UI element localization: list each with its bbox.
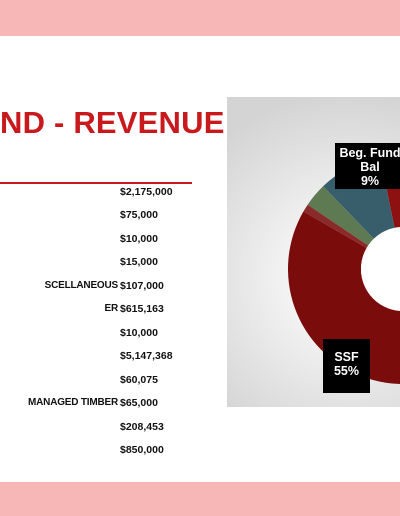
callout-percent: 9% — [360, 174, 380, 188]
revenue-amount: $10,000 — [120, 233, 158, 245]
revenue-label: SCELLANEOUS — [44, 279, 119, 292]
slide-title: ND - REVENUE — [0, 105, 225, 140]
title-rule — [0, 182, 192, 184]
revenue-amount: $208,453 — [120, 421, 164, 433]
revenue-amount: $75,000 — [120, 209, 158, 221]
revenue-amount: $65,000 — [120, 397, 158, 409]
callout-beg-fund-bal: Beg. Fund Bal 9% — [335, 143, 400, 189]
table-row: $75,000 — [0, 209, 200, 232]
callout-percent: 55% — [333, 364, 360, 378]
revenue-amount: $15,000 — [120, 256, 158, 268]
table-row: $15,000 — [0, 256, 200, 279]
table-row: SCELLANEOUS $107,000 — [0, 280, 200, 303]
revenue-label: MANAGED TIMBER — [28, 396, 118, 409]
bottom-band — [0, 482, 400, 516]
revenue-amount: $2,175,000 — [120, 186, 173, 198]
table-row: $208,453 — [0, 421, 200, 444]
table-row: $60,075 — [0, 374, 200, 397]
donut-hole — [361, 227, 400, 311]
donut-slice — [288, 211, 400, 384]
callout-line: Beg. Fund — [339, 146, 400, 160]
table-row: $10,000 — [0, 233, 200, 256]
revenue-amount: $5,147,368 — [120, 350, 173, 362]
revenue-amount: $60,075 — [120, 374, 158, 386]
table-row: MANAGED TIMBER $65,000 — [0, 397, 200, 420]
revenue-donut-chart: Beg. Fund Bal 9% SSF 55% — [227, 97, 400, 407]
donut-slice — [303, 204, 369, 248]
revenue-amount: $850,000 — [120, 444, 164, 456]
revenue-label: ER — [104, 302, 119, 315]
revenue-amount: $615,163 — [120, 303, 164, 315]
table-row: ER $615,163 — [0, 303, 200, 326]
slide: ND - REVENUE $2,175,000 $75,000 $10,000 … — [0, 36, 400, 482]
top-band — [0, 0, 400, 36]
callout-line: Bal — [360, 160, 380, 174]
revenue-amount: $107,000 — [120, 280, 164, 292]
table-row: $850,000 — [0, 444, 200, 467]
table-row: $2,175,000 — [0, 186, 200, 209]
callout-ssf: SSF 55% — [323, 339, 370, 393]
table-row: $5,147,368 — [0, 350, 200, 373]
donut-slice — [307, 186, 374, 246]
table-row: $10,000 — [0, 327, 200, 350]
callout-line: SSF — [334, 350, 359, 364]
revenue-amount: $10,000 — [120, 327, 158, 339]
